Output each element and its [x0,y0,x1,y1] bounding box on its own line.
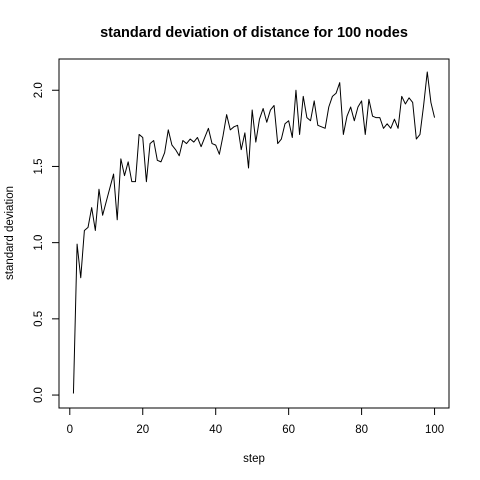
y-axis: 0.0 0.5 1.0 1.5 2.0 [33,82,60,403]
x-tick-label: 100 [425,424,444,436]
x-tick-label: 60 [282,424,295,436]
y-tick-label: 0.5 [33,311,45,327]
x-tick-label: 80 [355,424,368,436]
plot-area [72,71,436,394]
x-tick-label: 20 [136,424,149,436]
series-line [72,71,436,394]
x-tick-label: 0 [67,424,73,436]
y-tick-label: 2.0 [33,82,45,98]
y-tick-label: 1.5 [33,158,45,174]
x-axis-label: step [243,453,265,465]
x-axis: 0 20 40 60 80 100 [67,407,444,436]
chart-title: standard deviation of distance for 100 n… [100,25,408,41]
x-tick-label: 40 [209,424,222,436]
y-tick-label: 0.0 [33,387,45,403]
plot-frame [58,58,450,409]
y-axis-label: standard deviation [4,186,16,280]
y-tick-label: 1.0 [33,235,45,251]
